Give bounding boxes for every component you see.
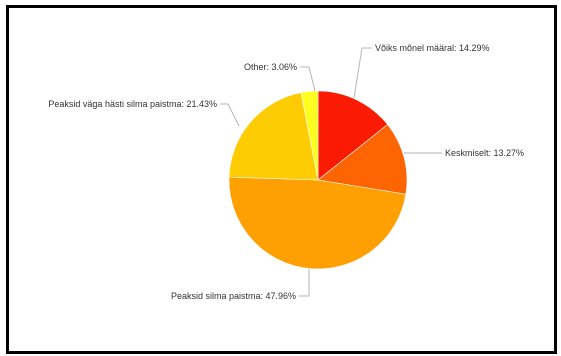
pie-slice <box>317 90 389 181</box>
slice-labels: Võiks mõnel määral: 14.29% Keskmiselt: 13… <box>48 43 524 301</box>
slice-label: Võiks mõnel määral: 14.29% <box>375 43 490 53</box>
leader-line <box>353 47 372 99</box>
pie-slice <box>300 90 319 181</box>
leader-line <box>299 269 310 297</box>
slice-label: Peaksid väga hästi silma paistma: 21.43% <box>48 99 217 109</box>
pie-slice <box>228 176 407 270</box>
slice-label: Other: 3.06% <box>244 62 297 72</box>
pie-slices <box>228 90 408 270</box>
leader-line <box>220 103 240 127</box>
pie-slice <box>228 92 319 181</box>
leader-lines <box>220 47 442 297</box>
leader-line <box>300 66 316 92</box>
slice-label: Peaksid silma paistma: 47.96% <box>171 291 296 301</box>
pie-slice <box>317 124 408 195</box>
slice-label: Keskmiselt: 13.27% <box>445 148 524 158</box>
